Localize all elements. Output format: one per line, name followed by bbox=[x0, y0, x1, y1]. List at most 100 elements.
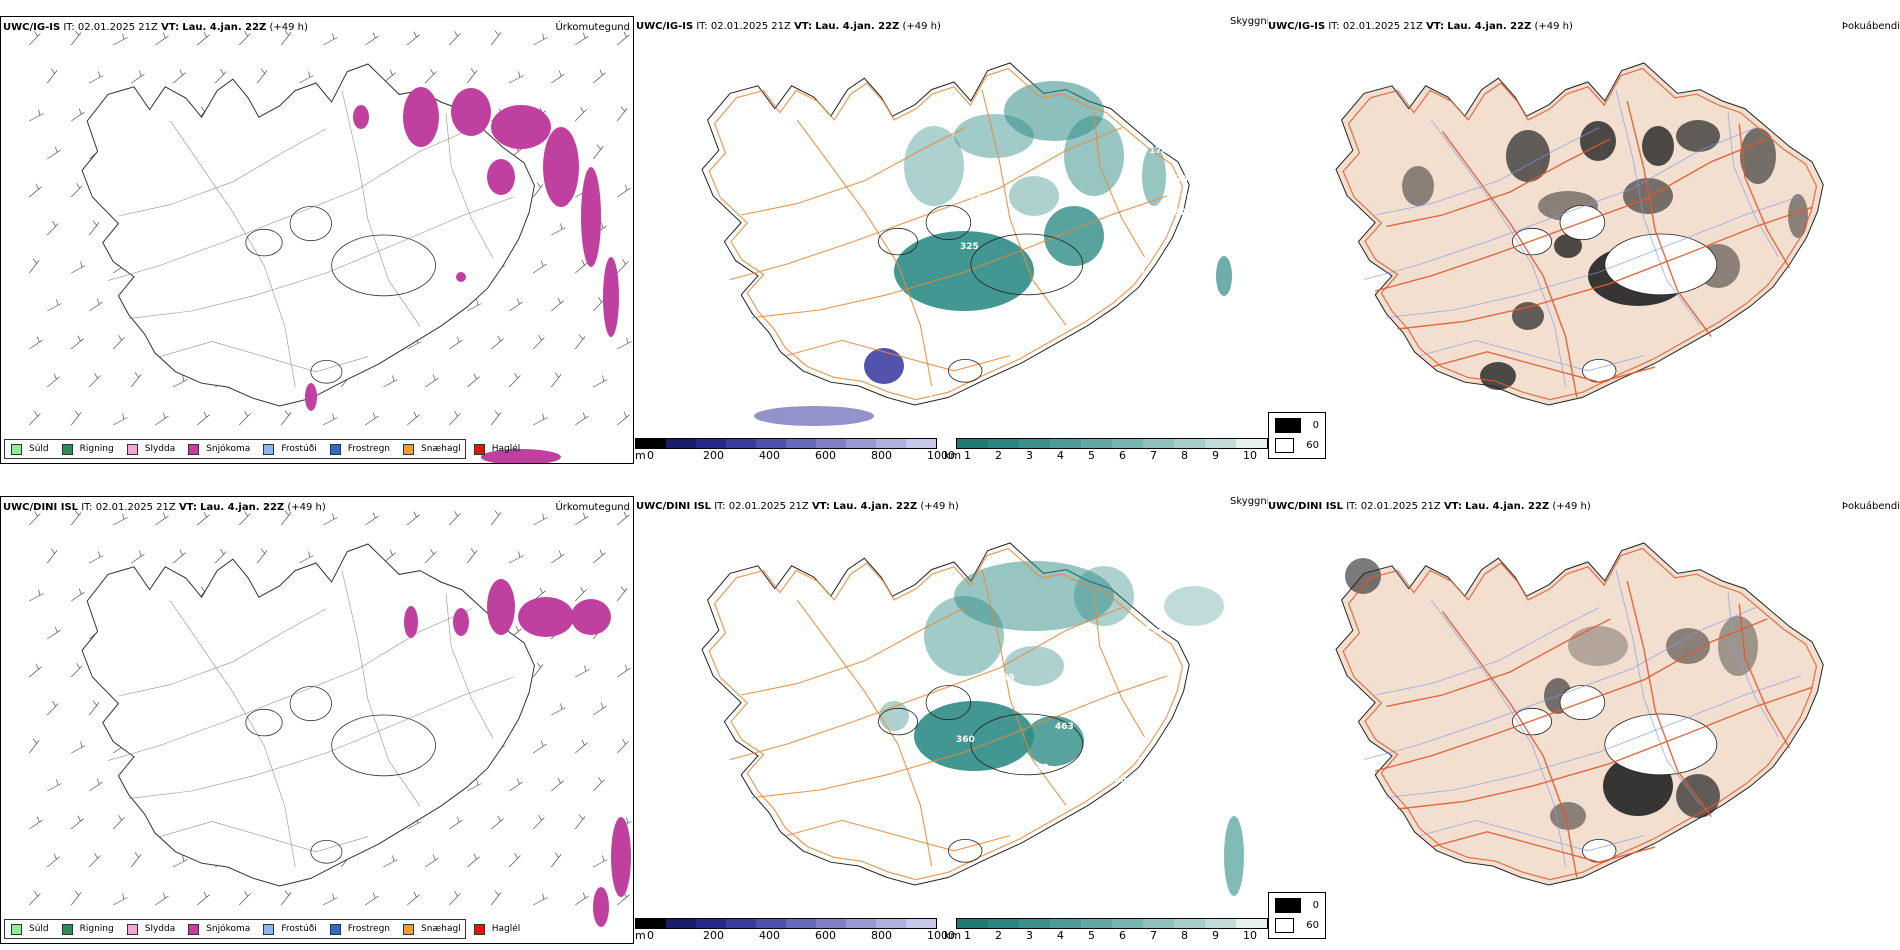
ceiling-colorbar-scale bbox=[635, 438, 937, 449]
visibility-value-label: 318 bbox=[1180, 194, 1199, 204]
legend-swatch bbox=[473, 923, 485, 935]
legend-item: Snjókoma bbox=[188, 923, 251, 935]
legend-label: Snjókoma bbox=[206, 444, 251, 454]
precip-type-legend: Súld Rigning Slydda Snjókoma Frostúði Frostre… bbox=[4, 919, 520, 939]
legend-label: Slydda bbox=[144, 924, 176, 934]
legend-item: Slydda bbox=[126, 443, 175, 455]
panel-type-label: Þokuábendi bbox=[1841, 501, 1900, 512]
visibility-map bbox=[701, 62, 1232, 426]
legend-item: Frostregn bbox=[329, 923, 391, 935]
visibility-tick: 1 bbox=[964, 449, 971, 462]
legend-swatch bbox=[263, 923, 275, 935]
legend-label: Frostregn bbox=[347, 444, 391, 454]
legend-swatch bbox=[11, 443, 22, 455]
panel-title: UWC/DINI ISL IT: 02.01.2025 21Z VT: Lau.… bbox=[636, 501, 959, 512]
visibility-tick: 5 bbox=[1088, 929, 1095, 942]
visibility-value-label: 114 bbox=[914, 390, 933, 400]
visibility-value-label: 282 bbox=[1122, 752, 1141, 762]
visibility-unit: km bbox=[944, 929, 962, 942]
legend-item: Frostregn bbox=[329, 443, 391, 455]
visibility-tick: 1 bbox=[964, 929, 971, 942]
legend-item: Frostúði bbox=[263, 443, 317, 455]
panel-title: UWC/DINI ISL IT: 02.01.2025 21Z VT: Lau.… bbox=[3, 502, 326, 513]
visibility-value-label: 399 bbox=[996, 673, 1015, 683]
legend-label: Frostúði bbox=[281, 444, 317, 454]
panel-title: UWC/DINI ISL IT: 02.01.2025 21Z VT: Lau.… bbox=[1268, 501, 1591, 512]
precip-type-panel: UWC/IG-IS IT: 02.01.2025 21Z VT: Lau. 4.… bbox=[0, 16, 634, 464]
visibility-tick: 2 bbox=[995, 449, 1002, 462]
visibility-tick: 10 bbox=[1243, 929, 1257, 942]
visibility-value-label: 128 bbox=[969, 194, 988, 204]
visibility-tick: 8 bbox=[1181, 929, 1188, 942]
legend-swatch bbox=[329, 443, 341, 455]
visibility-tick: 4 bbox=[1057, 449, 1064, 462]
fog-swatch-dark bbox=[1275, 898, 1301, 913]
legend-item: Rigning bbox=[61, 923, 114, 935]
legend-label: Snæhagl bbox=[421, 444, 461, 454]
precip-type-panel: UWC/DINI ISL IT: 02.01.2025 21Z VT: Lau.… bbox=[0, 496, 634, 944]
legend-item: Súld bbox=[11, 443, 49, 455]
visibility-value-label: 148 bbox=[1126, 266, 1145, 276]
visibility-tick: 6 bbox=[1119, 449, 1126, 462]
panel-title: UWC/IG-IS IT: 02.01.2025 21Z VT: Lau. 4.… bbox=[636, 21, 941, 32]
fog-swatch-dark bbox=[1275, 418, 1301, 433]
fog-legend-low: 60 bbox=[1306, 440, 1319, 451]
visibility-panel: UWC/IG-IS IT: 02.01.2025 21Z VT: Lau. 4.… bbox=[634, 16, 1268, 464]
ceiling-tick: 400 bbox=[759, 929, 780, 942]
panel-title: UWC/IG-IS IT: 02.01.2025 21Z VT: Lau. 4.… bbox=[1268, 21, 1573, 32]
legend-swatch bbox=[61, 923, 73, 935]
ceiling-tick: 1000 bbox=[927, 929, 955, 942]
visibility-tick: 2 bbox=[995, 929, 1002, 942]
panel-type-label: Skyggni bbox=[1230, 16, 1268, 27]
legend-label: Frostregn bbox=[347, 924, 391, 934]
ceiling-tick: 600 bbox=[815, 449, 836, 462]
visibility-value-label: 389 bbox=[1030, 763, 1049, 773]
ceiling-tick: 600 bbox=[815, 929, 836, 942]
panel-type-label: Úrkomutegund bbox=[555, 502, 630, 513]
fog-map bbox=[1335, 542, 1824, 886]
legend-swatch bbox=[126, 923, 138, 935]
visibility-tick: 10 bbox=[1243, 449, 1257, 462]
ceiling-unit: m bbox=[635, 929, 646, 942]
visibility-tick: 9 bbox=[1212, 929, 1219, 942]
precip-map bbox=[28, 510, 632, 927]
panel-type-label: Þokuábendi bbox=[1841, 21, 1900, 32]
legend-label: Súld bbox=[29, 924, 49, 934]
fog-indicator-panel: UWC/IG-IS IT: 02.01.2025 21Z VT: Lau. 4.… bbox=[1268, 16, 1900, 464]
ceiling-tick: 0 bbox=[647, 449, 654, 462]
ceiling-tick: 400 bbox=[759, 449, 780, 462]
visibility-tick: 7 bbox=[1150, 929, 1157, 942]
legend-label: Snæhagl bbox=[421, 924, 461, 934]
legend-swatch bbox=[403, 923, 415, 935]
legend-item: Snæhagl bbox=[403, 923, 461, 935]
legend-swatch bbox=[263, 443, 275, 455]
visibility-value-label: 320 bbox=[1174, 208, 1193, 218]
ceiling-colorbar: m 0 200 400 600 800 1000 bbox=[635, 438, 955, 464]
legend-item: Haglél bbox=[473, 923, 521, 935]
visibility-map bbox=[701, 542, 1244, 896]
precip-map bbox=[28, 30, 632, 463]
visibility-value-label: 333 bbox=[1144, 626, 1163, 636]
fog-legend-low: 60 bbox=[1306, 920, 1319, 931]
fog-map bbox=[1335, 62, 1824, 406]
visibility-tick: 3 bbox=[1026, 449, 1033, 462]
visibility-colorbar: km 1 2 3 4 5 6 7 8 9 10 bbox=[944, 438, 1268, 464]
legend-label: Rigning bbox=[79, 924, 114, 934]
visibility-value-label: 292 bbox=[1106, 281, 1125, 291]
legend-swatch bbox=[329, 923, 341, 935]
legend-label: Haglél bbox=[491, 924, 521, 934]
visibility-value-label: 563 bbox=[1070, 301, 1089, 311]
legend-item: Súld bbox=[11, 923, 49, 935]
ceiling-tick: 0 bbox=[647, 929, 654, 942]
visibility-tick: 5 bbox=[1088, 449, 1095, 462]
ceiling-unit: m bbox=[635, 449, 646, 462]
legend-label: Snjókoma bbox=[206, 924, 251, 934]
legend-swatch bbox=[473, 443, 485, 455]
fog-swatch-light bbox=[1275, 438, 1295, 453]
visibility-value-label: 174 bbox=[1149, 146, 1168, 156]
legend-swatch bbox=[11, 923, 22, 935]
ceiling-tick: 200 bbox=[703, 929, 724, 942]
visibility-tick: 9 bbox=[1212, 449, 1219, 462]
visibility-tick: 8 bbox=[1181, 449, 1188, 462]
fog-indicator-panel: UWC/DINI ISL IT: 02.01.2025 21Z VT: Lau.… bbox=[1268, 496, 1900, 944]
